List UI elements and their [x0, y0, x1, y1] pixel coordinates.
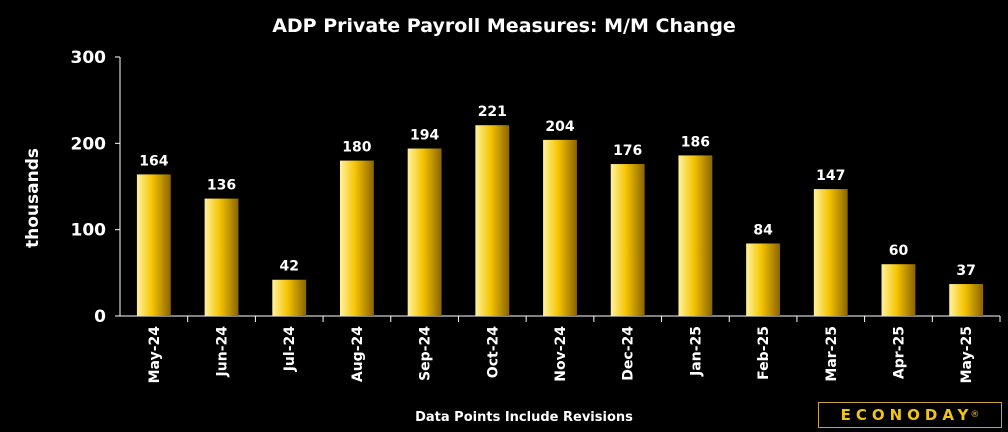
data-label: 180: [342, 140, 371, 156]
data-label: 60: [889, 243, 909, 259]
bar: [881, 264, 916, 316]
data-label: 42: [279, 259, 298, 275]
bar: [272, 279, 307, 316]
x-tick-label: Dec-24: [621, 326, 637, 381]
bar: [746, 243, 780, 316]
data-label: 204: [545, 119, 574, 135]
x-tick-label: Jan-25: [688, 326, 704, 377]
y-tick-label: 100: [71, 221, 107, 241]
bar: [949, 284, 984, 316]
y-axis-label: thousands: [23, 148, 43, 248]
x-tick-label: Sep-24: [418, 326, 434, 381]
x-tick-label: Oct-24: [485, 326, 501, 378]
data-label: 221: [478, 104, 507, 120]
x-tick-label: Mar-25: [824, 326, 840, 382]
data-label: 37: [956, 263, 975, 279]
y-tick-label: 300: [71, 48, 107, 68]
plot-area: 0 100 200 300 164 May-24 136 Jun-24 42 Jul-24 180 A…: [71, 48, 1001, 383]
brand-name: ECONODAY: [840, 406, 974, 424]
bar: [610, 164, 645, 316]
x-tick-label: Feb-25: [756, 326, 772, 380]
bar: [678, 155, 713, 316]
chart-title: ADP Private Payroll Measures: M/M Change: [272, 15, 736, 37]
data-label: 176: [613, 143, 642, 159]
bar: [543, 139, 577, 316]
footnote: Data Points Include Revisions: [415, 410, 633, 425]
bar: [136, 174, 171, 316]
bar: [813, 189, 848, 316]
data-label: 164: [139, 153, 168, 169]
bar: [475, 125, 510, 316]
bar: [340, 160, 374, 316]
bar: [407, 148, 442, 316]
x-tick-label: May-25: [959, 326, 975, 383]
y-tick-label: 0: [94, 307, 106, 327]
x-tick-label: Aug-24: [350, 326, 366, 382]
data-label: 147: [816, 168, 845, 184]
data-label: 194: [410, 128, 439, 144]
bar: [204, 198, 239, 316]
data-label: 136: [207, 178, 236, 194]
data-label: 186: [681, 134, 710, 150]
x-tick-label: Jun-24: [215, 326, 231, 378]
data-label: 84: [753, 222, 773, 238]
x-tick-label: May-24: [147, 326, 163, 384]
x-tick-label: Nov-24: [553, 326, 569, 382]
x-tick-label: Jul-24: [282, 326, 298, 373]
x-tick-label: Apr-25: [891, 326, 907, 379]
registered-mark: ®: [970, 410, 980, 420]
econoday-logo: ECONODAY ®: [818, 402, 1002, 428]
y-tick-label: 200: [71, 134, 107, 154]
